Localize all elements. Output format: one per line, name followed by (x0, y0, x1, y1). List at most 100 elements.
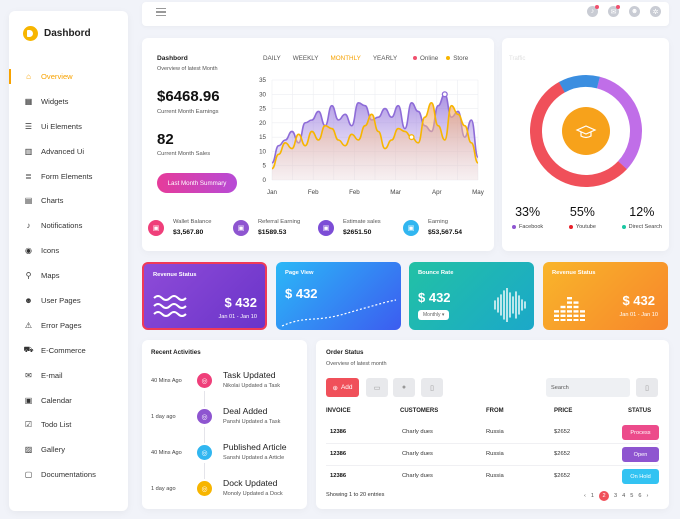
period-tabs: DAILY WEEKLY MONTHLY YEARLY (263, 55, 397, 62)
menu-toggle-icon[interactable] (156, 8, 166, 16)
orders-search-input[interactable] (546, 378, 630, 397)
tab-weekly[interactable]: WEEKLY (292, 55, 319, 62)
file-icon: ▯ (645, 384, 649, 392)
add-label: Add (340, 384, 353, 391)
y-tick-label: 15 (259, 134, 266, 141)
sidebar-item-label: Advanced Ui (41, 146, 85, 156)
traffic-source: 33% Facebook (512, 205, 543, 230)
add-order-button[interactable]: ⊕ Add (326, 378, 359, 397)
tab-monthly[interactable]: MONTHLY (330, 55, 361, 62)
sidebar-item-label: E-mail (41, 370, 63, 380)
bar-segment (567, 297, 572, 300)
activity-item[interactable]: 1 day ago ◎ Deal Added Panshi Updated a Tas… (151, 406, 301, 443)
brand-name: Dashbord (44, 28, 91, 39)
sidebar-item-icons[interactable]: ◉ Icons (9, 238, 128, 263)
settings-gear-icon[interactable]: ✲ (650, 6, 661, 17)
revenue-status-card[interactable]: Revenue Status $ 432 Jan 01 - Jan 10 (142, 262, 267, 330)
sidebar-item-error-pages[interactable]: ⚠ Error Pages (9, 313, 128, 338)
activity-description: Nikolai Updated a Task (223, 383, 281, 389)
sidebar-item-gallery[interactable]: ▨ Gallery (9, 437, 128, 462)
tab-daily[interactable]: DAILY (263, 55, 281, 62)
notification-bell-icon[interactable]: ♪ (587, 5, 599, 17)
sidebar-item-user-pages[interactable]: ☻ User Pages (9, 288, 128, 313)
traffic-donut-chart (515, 60, 656, 198)
stat-text: Referral Earning $1589.53 (258, 219, 300, 236)
stat-value: $3,567.80 (173, 229, 204, 236)
home-icon: ⌂ (26, 71, 31, 81)
sidebar-item-label: Maps (41, 271, 60, 281)
sidebar-item-overview[interactable]: ⌂ Overview (9, 64, 128, 89)
pagination: ‹ 1 2 3 4 5 6 › (584, 491, 648, 501)
traffic-source-name: Facebook (519, 224, 544, 230)
sidebar-item-widgets[interactable]: ▦ Widgets (9, 89, 128, 114)
activity-item[interactable]: 40 Mins Ago ◎ Task Updated Nikolai Updated … (151, 370, 301, 407)
donut-segment-direct-search[interactable] (518, 63, 654, 198)
sidebar-item-documentations[interactable]: ▢ Documentations (9, 462, 128, 487)
data-point-marker[interactable] (441, 91, 448, 98)
activity-item[interactable]: 1 day ago ◎ Dock Updated Monoly Updated a D… (151, 478, 301, 506)
page-6[interactable]: 6 (638, 493, 642, 499)
tab-yearly[interactable]: YEARLY (372, 55, 398, 62)
sidebar-item-charts[interactable]: ▤ Charts (9, 188, 128, 213)
info-button[interactable]: ● (393, 378, 415, 397)
data-point-marker[interactable] (408, 134, 415, 141)
sidebar-item-ui-elements[interactable]: ☰ Ui Elements (9, 114, 128, 139)
status-button[interactable]: Process (622, 425, 659, 440)
brand[interactable]: Dashbord (23, 26, 91, 41)
bar-segment (560, 310, 566, 313)
traffic-source-name: Direct Search (628, 224, 662, 230)
prev-page-icon[interactable]: ‹ (584, 493, 586, 499)
bar-icon: ▥ (24, 146, 33, 156)
traffic-percent: 33% (515, 205, 541, 219)
traffic-card: Traffic 33% Facebook 55% Youtube 12% Direct S… (502, 38, 669, 251)
monthly-pill-label: Monthly (423, 312, 441, 318)
card-value: $ 432 (285, 286, 318, 301)
page-2[interactable]: 2 (599, 491, 609, 501)
earnings-label: Current Month Earnings (157, 109, 219, 115)
sidebar-item-e-commerce[interactable]: ⛟ E-Commerce (9, 338, 128, 363)
cell-customer: Charly dues (402, 451, 433, 457)
last-month-summary-button[interactable]: Last Month Summary (157, 173, 237, 193)
card-title: Revenue Status (153, 272, 197, 278)
x-tick-label: Apr (432, 189, 442, 196)
search-file-button[interactable]: ▯ (636, 378, 658, 397)
status-button[interactable]: On Hold (622, 469, 659, 484)
y-tick-label: 30 (259, 91, 266, 98)
page-5[interactable]: 5 (630, 493, 634, 499)
area-fill-store (272, 102, 478, 180)
activity-time: 1 day ago (151, 486, 176, 492)
sidebar-item-label: Documentations (41, 470, 96, 480)
mail-icon[interactable]: ✉ (608, 5, 620, 17)
user-avatar[interactable]: ☻ (629, 6, 640, 17)
page-4[interactable]: 4 (622, 493, 626, 499)
sidebar-item-advanced-ui[interactable]: ▥ Advanced Ui (9, 139, 128, 164)
traffic-source-name: Youtube (575, 224, 596, 230)
revenue-status-card-2[interactable]: Revenue Status $ 432 Jan 01 - Jan 10 (543, 262, 668, 330)
bar-segment (560, 314, 566, 317)
sidebar-item-notifications[interactable]: ♪ Notifications (9, 213, 128, 238)
sidebar-item-calendar[interactable]: ▣ Calendar (9, 388, 128, 413)
next-page-icon[interactable]: › (646, 493, 649, 499)
page-1[interactable]: 1 (590, 493, 594, 499)
sidebar-item-label: Icons (41, 246, 60, 256)
page-3[interactable]: 3 (614, 493, 618, 499)
card-value: $ 432 (622, 293, 655, 308)
delete-button[interactable]: ▭ (366, 378, 388, 397)
bounce-rate-card[interactable]: Bounce Rate $ 432 Monthly ▾ (409, 262, 534, 330)
activity-name: Task Updated (223, 370, 276, 380)
donut-segment-youtube[interactable] (515, 60, 656, 198)
sidebar-item-form-elements[interactable]: ≣ Form Elements (9, 164, 128, 189)
activity-item[interactable]: 40 Mins Ago ◎ Published Article Sanshi Upda… (151, 442, 301, 479)
sidebar-item-label: Ui Elements (41, 121, 82, 131)
cell-from: Russia (486, 473, 504, 479)
sidebar-item-e-mail[interactable]: ✉ E-mail (9, 363, 128, 388)
article-icon: ◎ (197, 445, 212, 460)
monthly-dropdown[interactable]: Monthly ▾ (418, 310, 450, 320)
orders-subtitle: Overview of latest month (326, 361, 387, 367)
status-button[interactable]: Open (622, 447, 659, 462)
sidebar-item-todo-list[interactable]: ☑ Todo List (9, 412, 128, 437)
export-button[interactable]: ▯ (421, 378, 443, 397)
sidebar-item-maps[interactable]: ⚲ Maps (9, 263, 128, 288)
mail-icon: ✉ (25, 370, 32, 380)
page-view-card[interactable]: Page View $ 432 (276, 262, 401, 330)
